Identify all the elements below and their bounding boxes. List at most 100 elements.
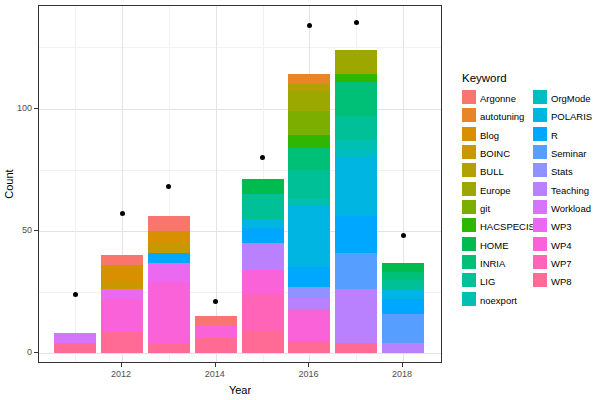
data-point-2013 (166, 184, 171, 189)
data-point-2012 (120, 211, 125, 216)
legend-item-Blog: Blog (462, 127, 532, 142)
bar-segment-2013-WP8 (148, 343, 190, 353)
bar-segment-2013-BOINC (148, 243, 190, 253)
legend-swatch-Teaching (533, 182, 547, 196)
legend-label-WP3: WP3 (551, 221, 572, 232)
bar-segment-2017-noexport (335, 140, 377, 150)
bar-segment-2016-HACSPECIS (288, 135, 330, 147)
bar-segment-2012-WP3 (101, 289, 143, 299)
legend-label-Workload: Workload (551, 203, 591, 214)
legend-item-WP7: WP7 (533, 255, 600, 270)
legend-label-WP7: WP7 (551, 258, 572, 269)
data-point-2015 (260, 155, 265, 160)
legend-label-git: git (480, 203, 490, 214)
legend-label-noexport: noexport (480, 295, 517, 306)
bar-segment-2012-WP4 (101, 299, 143, 331)
bar-segment-2014-WP4 (195, 326, 237, 338)
legend-label-Seminar: Seminar (551, 148, 586, 159)
bar-segment-2017-INRIA (335, 82, 377, 116)
bar-segment-2014-WP8 (195, 338, 237, 353)
gridline-x-major (216, 6, 217, 362)
bar-segment-2015-WP7 (242, 294, 284, 331)
bar-segment-2013-Argonne (148, 216, 190, 231)
data-point-2016 (307, 23, 312, 28)
legend-label-Teaching: Teaching (551, 185, 589, 196)
legend-swatch-Argonne (462, 90, 476, 104)
bar-segment-2018-Seminar (382, 314, 424, 343)
bar-segment-2016-noexport (288, 199, 330, 206)
bar-segment-2016-Europe (288, 91, 330, 111)
legend-swatch-Workload (533, 200, 547, 214)
bar-segment-2017-OrgMode (335, 150, 377, 157)
bar-segment-2016-git (288, 111, 330, 135)
legend-item-Stats: Stats (533, 163, 600, 178)
legend-item-WP3: WP3 (533, 218, 600, 233)
data-point-2018 (401, 233, 406, 238)
legend-item-HOME: HOME (462, 237, 532, 252)
legend-item-OrgMode: OrgMode (533, 90, 600, 105)
bar-segment-2013-WP3 (148, 263, 190, 283)
legend-swatch-Seminar (533, 145, 547, 159)
bar-segment-2011-Workload (54, 333, 96, 343)
bar-segment-2016-Stats (288, 287, 330, 297)
legend-swatch-WP8 (533, 273, 547, 287)
bar-segment-2016-autotuning (288, 74, 330, 84)
x-tick-2018 (402, 363, 403, 367)
legend-item-WP4: WP4 (533, 237, 600, 252)
bar-segment-2016-BULL (288, 84, 330, 91)
legend-item-POLARIS: POLARIS (533, 108, 600, 123)
legend-label-BOINC: BOINC (480, 148, 510, 159)
bar-segment-2018-LIG (382, 280, 424, 290)
legend-swatch-OrgMode (533, 90, 547, 104)
legend-label-OrgMode: OrgMode (551, 93, 591, 104)
bar-segment-2018-R (382, 299, 424, 314)
bar-segment-2012-WP8 (101, 331, 143, 353)
bar-segment-2016-WP8 (288, 341, 330, 353)
legend-item-R: R (533, 127, 600, 142)
bar-segment-2018-INRIA (382, 272, 424, 279)
legend-label-Blog: Blog (480, 130, 499, 141)
legend-swatch-git (462, 200, 476, 214)
legend-item-LIG: LIG (462, 273, 532, 288)
bar-segment-2017-Europe (335, 50, 377, 74)
bar-segment-2015-Teaching (242, 243, 284, 270)
bar-segment-2017-POLARIS (335, 157, 377, 216)
bar-segment-2016-POLARIS (288, 206, 330, 267)
bar-segment-2017-HACSPECIS (335, 74, 377, 81)
x-tick-label-2014: 2014 (195, 369, 235, 380)
bar-segment-2016-Teaching (288, 297, 330, 309)
legend-item-noexport: noexport (462, 292, 532, 307)
legend-label-Stats: Stats (551, 166, 573, 177)
bar-segment-2017-LIG (335, 116, 377, 140)
bar-segment-2018-Teaching (382, 343, 424, 353)
bar-segment-2015-HOME (242, 179, 284, 194)
legend-label-R: R (551, 130, 558, 141)
legend-label-WP4: WP4 (551, 240, 572, 251)
legend-swatch-INRIA (462, 255, 476, 269)
legend-swatch-Stats (533, 163, 547, 177)
legend-item-INRIA: INRIA (462, 255, 532, 270)
data-point-2014 (213, 299, 218, 304)
bar-segment-2018-POLARIS (382, 289, 424, 299)
bar-segment-2017-Seminar (335, 253, 377, 290)
y-tick-0 (34, 352, 38, 353)
bar-segment-2016-R (288, 267, 330, 287)
legend-label-INRIA: INRIA (480, 258, 505, 269)
x-axis-title: Year (38, 384, 442, 396)
bar-segment-2012-Blog (101, 265, 143, 282)
legend-item-autotuning: autotuning (462, 108, 532, 123)
legend-item-BOINC: BOINC (462, 145, 532, 160)
bar-segment-2013-R (148, 253, 190, 263)
legend-swatch-WP4 (533, 237, 547, 251)
legend-label-POLARIS: POLARIS (551, 111, 592, 122)
y-tick-50 (34, 230, 38, 231)
legend-swatch-Blog (462, 127, 476, 141)
legend-item-Argonne: Argonne (462, 90, 532, 105)
bar-segment-2015-R (242, 228, 284, 243)
bar-segment-2017-Teaching (335, 289, 377, 343)
gridline-y-major (39, 353, 441, 354)
legend-label-LIG: LIG (480, 276, 495, 287)
bar-segment-2015-LIG (242, 194, 284, 218)
x-tick-2012 (121, 363, 122, 367)
bar-segment-2015-POLARIS (242, 219, 284, 229)
